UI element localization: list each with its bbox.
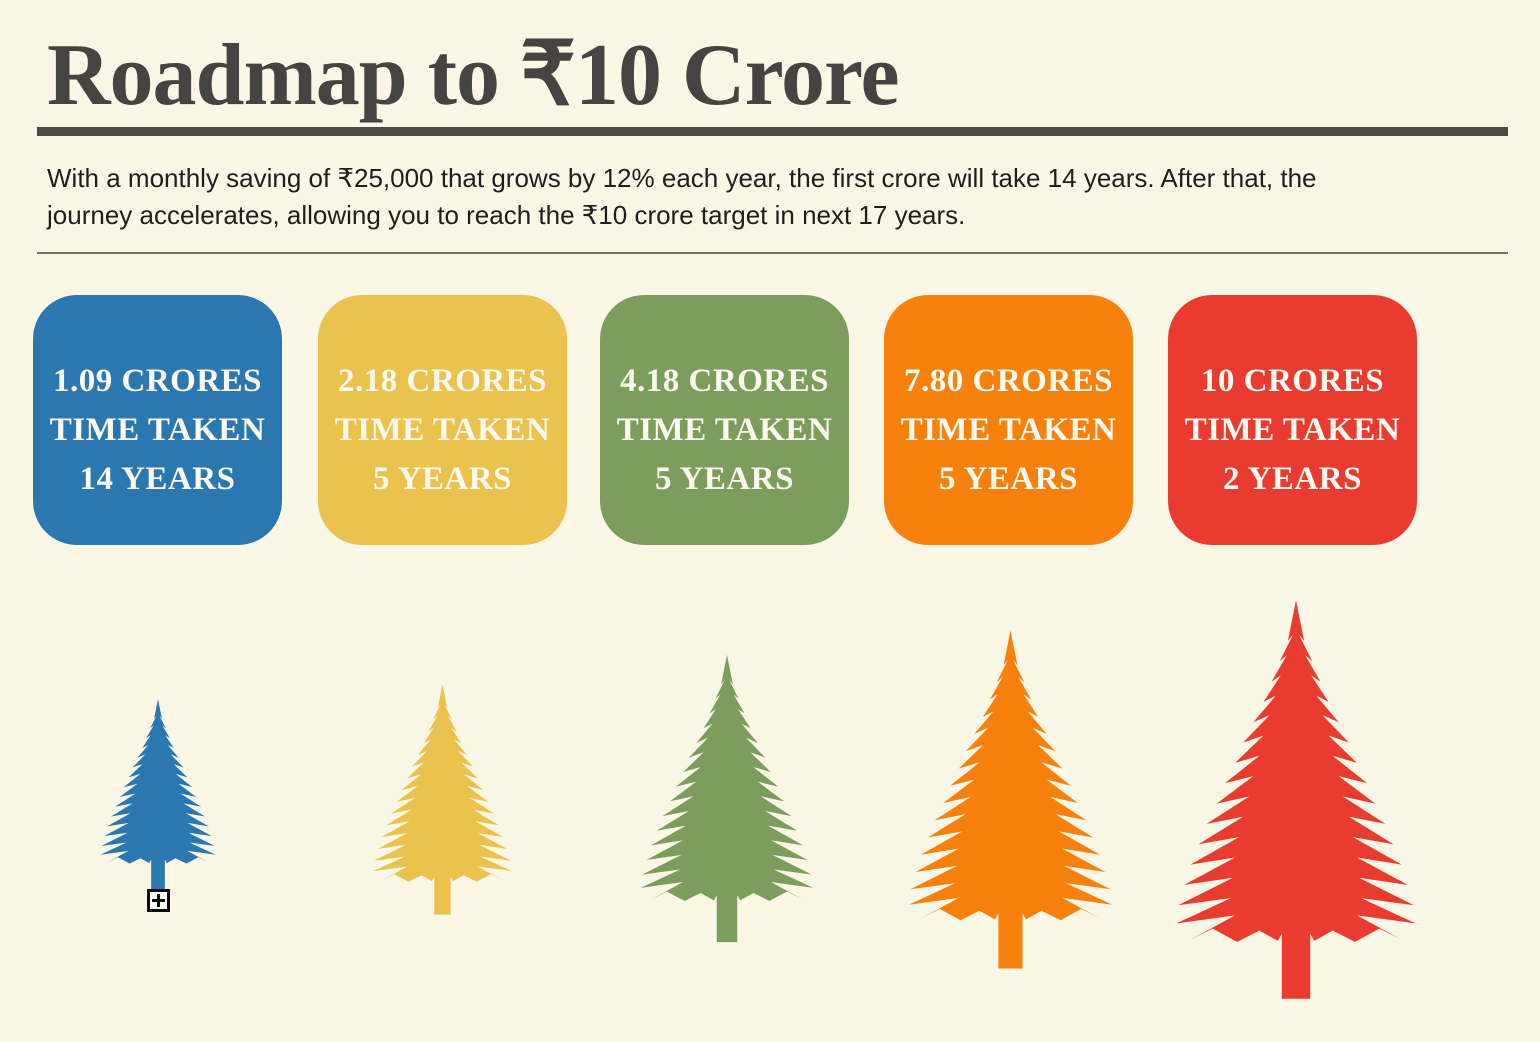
plus-box-icon	[147, 889, 170, 912]
pine-tree-icon	[640, 654, 814, 943]
milestone-card-4: 7.80 CRORES TIME TAKEN 5 YEARS	[884, 295, 1133, 545]
subtitle-divider	[37, 252, 1508, 254]
milestone-card-2: 2.18 CRORES TIME TAKEN 5 YEARS	[318, 295, 567, 545]
milestone-amount: 4.18 CRORES	[619, 362, 830, 399]
milestone-amount: 1.09 CRORES	[52, 362, 263, 399]
milestone-label: TIME TAKEN	[1184, 411, 1401, 448]
title-divider	[37, 127, 1508, 136]
subtitle: With a monthly saving of ₹25,000 that gr…	[47, 160, 1467, 234]
milestone-amount: 7.80 CRORES	[903, 362, 1114, 399]
milestone-time: 2 YEARS	[1223, 460, 1362, 497]
milestone-time: 14 YEARS	[79, 460, 236, 497]
milestone-time: 5 YEARS	[939, 460, 1078, 497]
milestone-card-5: 10 CRORES TIME TAKEN 2 YEARS	[1168, 295, 1417, 545]
page-title: Roadmap to ₹10 Crore	[47, 27, 900, 124]
milestone-card-1: 1.09 CRORES TIME TAKEN 14 YEARS	[33, 295, 282, 545]
milestone-label: TIME TAKEN	[49, 411, 266, 448]
pine-tree-icon	[373, 684, 512, 915]
milestone-time: 5 YEARS	[655, 460, 794, 497]
milestone-card-3: 4.18 CRORES TIME TAKEN 5 YEARS	[600, 295, 849, 545]
pine-tree-icon	[908, 630, 1113, 969]
milestone-amount: 10 CRORES	[1200, 362, 1385, 399]
subtitle-line-1: With a monthly saving of ₹25,000 that gr…	[47, 163, 1317, 193]
milestone-label: TIME TAKEN	[334, 411, 551, 448]
subtitle-line-2: journey accelerates, allowing you to rea…	[47, 200, 966, 230]
milestone-label: TIME TAKEN	[616, 411, 833, 448]
milestone-amount: 2.18 CRORES	[337, 362, 548, 399]
milestone-label: TIME TAKEN	[900, 411, 1117, 448]
milestone-time: 5 YEARS	[373, 460, 512, 497]
pine-tree-icon	[100, 698, 216, 892]
pine-tree-icon	[1176, 600, 1416, 999]
